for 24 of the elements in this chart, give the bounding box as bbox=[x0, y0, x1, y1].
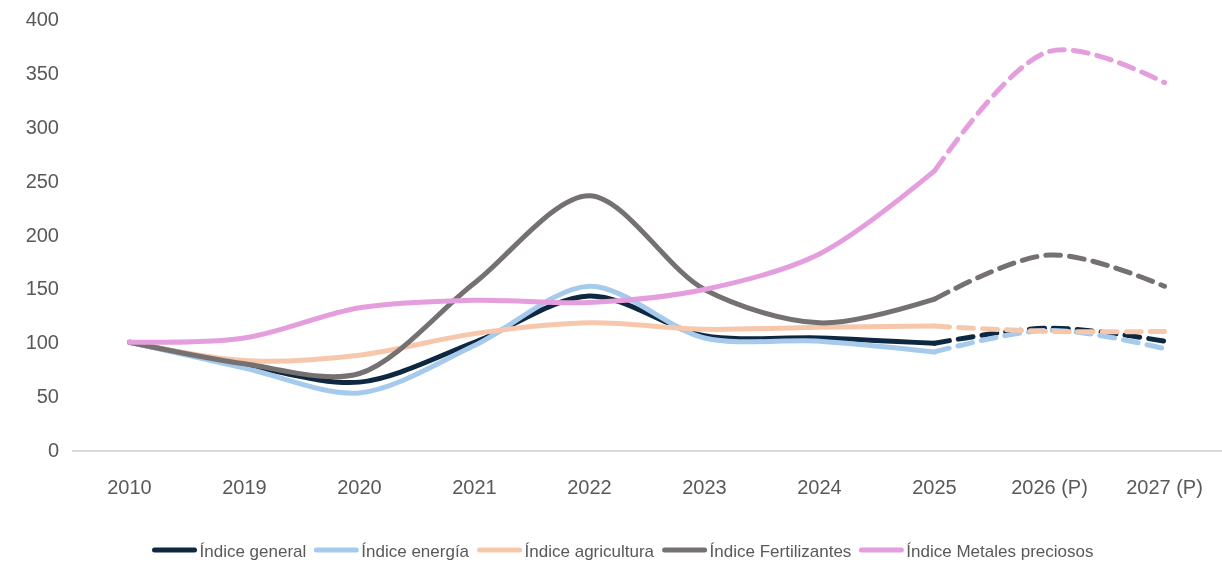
x-tick-label: 2027 (P) bbox=[1126, 476, 1203, 498]
x-tick-label: 2021 bbox=[452, 476, 497, 498]
y-tick-label: 150 bbox=[25, 277, 59, 300]
x-tick-label: 2023 bbox=[682, 476, 727, 498]
y-tick-label: 100 bbox=[25, 331, 59, 354]
y-tick-label: 50 bbox=[36, 385, 59, 408]
legend-label: Índice general bbox=[199, 541, 307, 561]
x-tick-label: 2024 bbox=[797, 476, 842, 498]
y-tick-label: 300 bbox=[25, 115, 59, 138]
y-tick-label: 400 bbox=[25, 8, 59, 30]
x-tick-label: 2026 (P) bbox=[1011, 476, 1088, 498]
x-tick-label: 2010 bbox=[107, 476, 152, 498]
x-tick-label: 2025 bbox=[912, 476, 957, 498]
legend-label: Índice energía bbox=[361, 541, 470, 561]
legend-label: Índice Metales preciosos bbox=[906, 541, 1094, 561]
y-tick-label: 350 bbox=[25, 61, 59, 84]
legend-label: Índice agricultura bbox=[524, 541, 655, 561]
x-tick-label: 2022 bbox=[567, 476, 612, 498]
y-tick-label: 250 bbox=[25, 169, 59, 192]
y-tick-label: 200 bbox=[25, 223, 59, 246]
y-tick-label: 0 bbox=[47, 439, 59, 461]
x-tick-label: 2020 bbox=[337, 476, 382, 498]
legend-label: Índice Fertilizantes bbox=[709, 541, 852, 561]
x-tick-label: 2019 bbox=[222, 476, 267, 498]
